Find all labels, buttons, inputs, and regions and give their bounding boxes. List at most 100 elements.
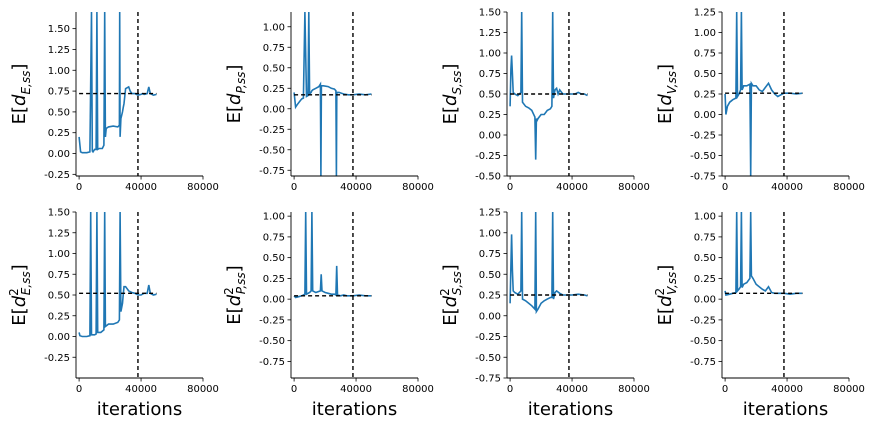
panel-2-p-ylabel: E[d2P,ss]	[222, 265, 248, 324]
panel-1-e-xtick-label-2: 80000	[187, 182, 219, 193]
panel-2-s-series-line	[509, 212, 588, 315]
panel-1-p-ytick-label-2: -0.25	[259, 125, 285, 136]
panel-2-v-ylabel: E[d2V,ss]	[653, 265, 679, 326]
panel-1-s-ytick-label-0: -0.50	[475, 172, 501, 183]
panel-2-s-ylabel: E[d2S,ss]	[438, 264, 464, 325]
panel-1-p-ytick-label-7: 1.00	[263, 22, 285, 33]
panel-1-v-ytick-label-5: 0.50	[694, 69, 716, 80]
panel-2-s-ytick-label-3: 0.00	[479, 311, 501, 322]
panel-2-v: -0.75 -0.50 -0.25 0.00 0.25 0.50 0.75 1.00 0 4000…	[653, 212, 865, 420]
panel-1-p-ytick-label-4: 0.25	[263, 84, 285, 95]
panel-1-v-ytick-label-3: 0.00	[694, 110, 716, 121]
panel-1-p-ylabel: E[dP,ss]	[224, 65, 248, 124]
panel-1-e: -0.25 0.00 0.25 0.50 0.75 1.00 1.25 1.50 0 40000 8…	[9, 12, 219, 193]
panel-1-e-ytick-label-5: 1.00	[48, 66, 70, 77]
panel-2-p-xtick-label-1: 40000	[340, 384, 372, 395]
panel-1-v-ylabel: E[dV,ss]	[655, 64, 679, 124]
panel-2-s-xlabel: iterations	[528, 399, 613, 420]
panel-2-p-ytick-label-4: 0.25	[263, 274, 285, 285]
panel-2-e-ytick-label-1: 0.00	[48, 332, 70, 343]
panel-1-v-ytick-label-2: -0.25	[690, 131, 716, 142]
panel-2-p-xlabel: iterations	[312, 399, 397, 420]
panel-1-p-series-line	[293, 12, 372, 176]
panel-2-e: -0.25 0.00 0.25 0.50 0.75 1.00 1.25 1.50 0 40000 8…	[7, 208, 219, 421]
panel-1-e-ytick-label-3: 0.50	[48, 107, 70, 118]
panel-2-e-ytick-label-6: 1.25	[48, 228, 70, 239]
panel-2-e-ytick-label-2: 0.25	[48, 311, 70, 322]
panel-1-s-ytick-label-1: -0.25	[475, 151, 501, 162]
panel-2-e-xtick-label-0: 0	[76, 384, 82, 395]
panel-2-v-xtick-label-0: 0	[722, 384, 728, 395]
panel-2-e-ytick-label-3: 0.50	[48, 291, 70, 302]
panel-1-s-xtick-label-0: 0	[507, 182, 513, 193]
panel-1-s-ytick-label-2: 0.00	[479, 131, 501, 142]
panel-2-s-ytick-label-4: 0.25	[479, 291, 501, 302]
panel-1-v-ytick-label-6: 0.75	[694, 49, 716, 60]
panel-1-p-xtick-label-0: 0	[291, 182, 297, 193]
panel-1-s-ylabel: E[dS,ss]	[440, 64, 464, 125]
panel-2-s-ytick-label-0: -0.75	[475, 374, 501, 385]
panel-1-v-xtick-label-0: 0	[722, 182, 728, 193]
panel-1-s-xtick-label-1: 40000	[556, 182, 588, 193]
panel-2-s-ytick-label-5: 0.50	[479, 270, 501, 281]
panel-2-p-xtick-label-2: 80000	[402, 384, 434, 395]
panel-2-s-ytick-label-8: 1.25	[479, 208, 501, 219]
panel-2-v-xtick-label-1: 40000	[771, 384, 803, 395]
panel-1-p-xtick-label-1: 40000	[340, 182, 372, 193]
panel-1-e-ytick-label-4: 0.75	[48, 87, 70, 98]
panel-2-s: -0.75 -0.50 -0.25 0.00 0.25 0.50 0.75 1.00 1.25 0…	[438, 208, 650, 421]
panel-2-v-ytick-label-7: 1.00	[694, 212, 716, 223]
panel-2-p-ytick-label-6: 0.75	[263, 232, 285, 243]
panel-1-e-ytick-label-0: -0.25	[44, 170, 70, 181]
panel-1-s-ytick-label-7: 1.25	[479, 28, 501, 39]
panel-1-v-xtick-label-1: 40000	[771, 182, 803, 193]
panel-2-p-ytick-label-0: -0.75	[259, 357, 285, 368]
panel-2-v-xlabel: iterations	[743, 399, 828, 420]
panel-2-v-ytick-label-2: -0.25	[690, 315, 716, 326]
panel-1-e-series-line	[78, 12, 157, 154]
panel-2-p-ytick-label-5: 0.50	[263, 253, 285, 264]
panel-2-s-xtick-label-2: 80000	[618, 384, 650, 395]
panel-1-e-ylabel: E[dE,ss]	[9, 64, 33, 125]
panel-2-e-ytick-label-5: 1.00	[48, 249, 70, 260]
panel-2-e-xlabel: iterations	[97, 399, 182, 420]
panel-1-v-ytick-label-7: 1.00	[694, 28, 716, 39]
panel-2-p-ytick-label-1: -0.50	[259, 336, 285, 347]
panel-1-s-ytick-label-4: 0.50	[479, 90, 501, 101]
panel-2-p-series-line	[293, 212, 372, 299]
panel-1-e-ytick-label-6: 1.25	[48, 45, 70, 56]
panel-1-v-ytick-label-1: -0.50	[690, 151, 716, 162]
panel-1-v-ytick-label-8: 1.25	[694, 8, 716, 19]
panel-2-v-xtick-label-2: 80000	[833, 384, 865, 395]
panel-2-s-xtick-label-1: 40000	[556, 384, 588, 395]
panel-2-v-ytick-label-0: -0.75	[690, 357, 716, 368]
panel-2-p-ytick-label-2: -0.25	[259, 315, 285, 326]
panel-2-s-ytick-label-6: 0.75	[479, 249, 501, 260]
panel-2-v-ytick-label-1: -0.50	[690, 336, 716, 347]
panel-2-s-xtick-label-0: 0	[507, 384, 513, 395]
panel-2-s-ytick-label-1: -0.50	[475, 353, 501, 364]
panel-2-e-series-line	[78, 212, 157, 338]
panel-2-p-ytick-label-3: 0.00	[263, 295, 285, 306]
panel-1-p: -0.75 -0.50 -0.25 0.00 0.25 0.50 0.75 1.00 0 4000…	[224, 12, 434, 193]
panel-1-v: -0.75 -0.50 -0.25 0.00 0.25 0.50 0.75 1.00 1.25 0…	[655, 8, 865, 194]
panel-1-e-xtick-label-0: 0	[76, 182, 82, 193]
panel-1-s: -0.50 -0.25 0.00 0.25 0.50 0.75 1.00 1.25 1.50 0 4…	[440, 8, 650, 194]
panel-2-e-xtick-label-2: 80000	[187, 384, 219, 395]
panel-2-v-series-line	[724, 212, 803, 296]
panel-1-e-ytick-label-7: 1.50	[48, 24, 70, 35]
panel-1-p-ytick-label-6: 0.75	[263, 43, 285, 54]
panel-2-e-ytick-label-0: -0.25	[44, 353, 70, 364]
panel-1-s-ytick-label-5: 0.75	[479, 69, 501, 80]
panel-1-e-ytick-label-1: 0.00	[48, 149, 70, 160]
panel-2-e-ytick-label-7: 1.50	[48, 208, 70, 219]
panel-1-e-xtick-label-1: 40000	[125, 182, 157, 193]
panel-2-p-ytick-label-7: 1.00	[263, 212, 285, 223]
panel-2-e-xtick-label-1: 40000	[125, 384, 157, 395]
panel-2-p-xtick-label-0: 0	[291, 384, 297, 395]
panel-1-p-ytick-label-3: 0.00	[263, 104, 285, 115]
panel-2-s-ytick-label-2: -0.25	[475, 332, 501, 343]
panel-1-s-xtick-label-2: 80000	[618, 182, 650, 193]
panel-1-v-xtick-label-2: 80000	[833, 182, 865, 193]
